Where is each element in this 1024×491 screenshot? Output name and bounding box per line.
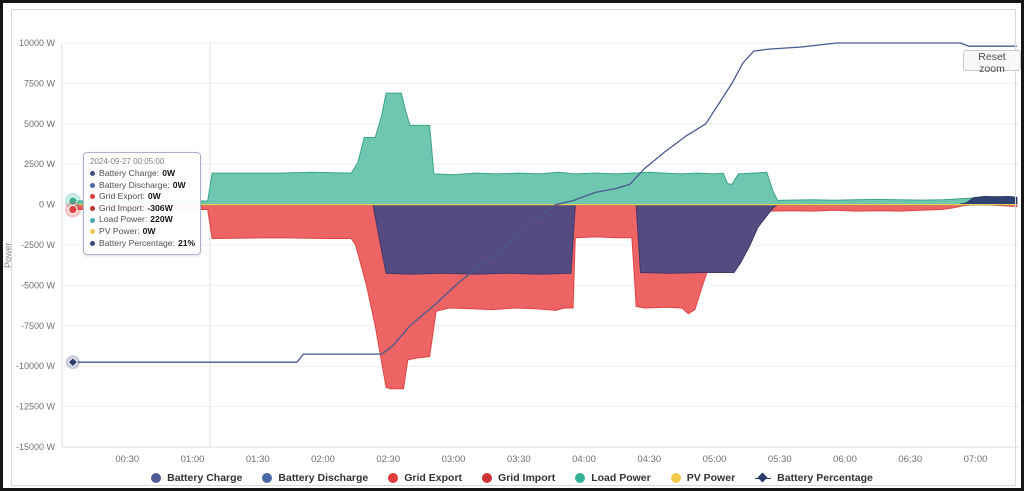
x-tick-label: 05:30: [768, 454, 792, 465]
legend-label: Grid Export: [404, 472, 463, 484]
tooltip-row: Grid Export: 0W: [90, 191, 194, 203]
tooltip-series-value: 0W: [162, 168, 176, 178]
chart-tooltip: 2024-09-27 00:05:00 Battery Charge: 0W Bat…: [83, 152, 201, 256]
legend-label: Battery Discharge: [278, 472, 369, 484]
tooltip-series-value: -306W: [147, 202, 173, 213]
tooltip-series-value: 0W: [172, 179, 186, 190]
tooltip-series-value: 0W: [142, 225, 156, 236]
legend-circle-icon: [151, 473, 162, 483]
x-tick-label: 07:00: [964, 454, 988, 465]
y-tick-label: -15000 W: [16, 442, 56, 452]
legend-label: Grid Import: [498, 472, 556, 484]
x-tick-label: 06:00: [833, 454, 857, 465]
tooltip-row: Load Power: 220W: [90, 214, 194, 226]
tooltip-series-dot-icon: [90, 194, 95, 200]
legend-item-battery-discharge[interactable]: Battery Discharge: [262, 472, 368, 484]
x-tick-label: 06:30: [898, 454, 922, 465]
tooltip-series-label: Grid Import:: [99, 202, 145, 213]
tooltip-series-label: Load Power:: [99, 214, 148, 225]
legend-item-grid-export[interactable]: Grid Export: [388, 472, 462, 484]
x-tick-label: 02:00: [311, 454, 335, 465]
series-area-battery-discharge[interactable]: [72, 195, 1018, 206]
tooltip-series-dot-icon: [90, 217, 95, 223]
legend-label: Battery Percentage: [777, 472, 873, 484]
legend-label: Battery Charge: [167, 472, 243, 484]
y-tick-label: -12500 W: [16, 402, 56, 412]
y-tick-label: -2500 W: [21, 240, 56, 250]
series-area-load-power[interactable]: [72, 92, 1018, 206]
tooltip-series-dot-icon: [90, 182, 95, 188]
tooltip-series-dot-icon: [90, 171, 95, 177]
tooltip-series-value: 0W: [147, 191, 161, 202]
reset-zoom-button[interactable]: Reset zoom: [963, 50, 1021, 75]
tooltip-series-label: Battery Discharge:: [99, 179, 170, 190]
x-tick-label: 04:30: [637, 454, 661, 465]
tooltip-row: Battery Charge: 0W: [90, 168, 194, 180]
tooltip-series-value: 220W: [150, 214, 173, 225]
tooltip-series-label: Battery Percentage:: [99, 237, 175, 248]
x-tick-label: 03:30: [507, 454, 531, 465]
tooltip-series-dot-icon: [90, 229, 95, 235]
y-tick-label: -7500 W: [21, 321, 56, 331]
y-tick-label: 5000 W: [24, 119, 56, 129]
tooltip-series-label: Grid Export:: [99, 191, 145, 202]
x-tick-label: 01:30: [246, 454, 270, 465]
legend-label: Load Power: [591, 472, 651, 484]
tooltip-series-dot-icon: [90, 206, 95, 212]
x-tick-label: 05:00: [703, 454, 727, 465]
y-tick-label: 7500 W: [24, 78, 56, 88]
x-tick-label: 02:30: [376, 454, 400, 465]
legend-item-grid-import[interactable]: Grid Import: [482, 472, 555, 484]
tooltip-row: Grid Import: -306W: [90, 203, 194, 215]
legend-circle-icon: [670, 473, 681, 483]
y-tick-label: 0 W: [39, 200, 56, 210]
legend-circle-icon: [575, 473, 586, 483]
tooltip-timestamp: 2024-09-27 00:05:00: [90, 157, 165, 166]
legend-item-battery-charge[interactable]: Battery Charge: [151, 472, 242, 484]
x-tick-label: 04:00: [572, 454, 596, 465]
series-line-battery-percentage[interactable]: [72, 42, 1017, 363]
tooltip-series-label: Battery Charge:: [99, 168, 160, 178]
hover-marker-diamond: [67, 357, 78, 368]
tooltip-series-dot-icon: [90, 240, 95, 246]
chart-legend: Battery Charge Battery Discharge Grid Expo…: [3, 472, 1021, 484]
legend-item-battery-percentage[interactable]: Battery Percentage: [755, 472, 873, 484]
legend-circle-icon: [482, 473, 493, 483]
tooltip-row: PV Power: 0W: [90, 226, 194, 238]
y-tick-label: 2500 W: [24, 159, 56, 169]
tooltip-row: Battery Discharge: 0W: [90, 180, 194, 192]
legend-label: PV Power: [686, 472, 736, 484]
y-tick-label: -10000 W: [16, 361, 56, 371]
x-tick-label: 01:00: [181, 454, 205, 465]
x-tick-label: 00:30: [115, 454, 139, 465]
power-chart-canvas[interactable]: 10000 W 7500 W 5000 W 2500 W 0 W -2500 W -5000…: [3, 3, 1024, 491]
tooltip-series-value: 21%: [177, 237, 196, 248]
hover-marker-dot: [68, 204, 78, 215]
legend-item-load-power[interactable]: Load Power: [575, 472, 651, 484]
y-tick-label: -5000 W: [21, 280, 56, 290]
y-tick-label: 10000 W: [19, 38, 56, 48]
legend-line-diamond-icon: [755, 472, 772, 483]
x-tick-label: 03:00: [442, 454, 466, 465]
series-area-battery-charge[interactable]: [72, 204, 1017, 275]
legend-circle-icon: [388, 473, 399, 483]
legend-item-pv-power[interactable]: PV Power: [670, 472, 736, 484]
tooltip-row: Battery Percentage: 21%: [90, 237, 196, 250]
series-area-grid-import[interactable]: [72, 204, 1018, 390]
tooltip-series-label: PV Power:: [99, 225, 140, 236]
y-axis-title: Power: [3, 242, 13, 268]
legend-circle-icon: [262, 473, 273, 483]
